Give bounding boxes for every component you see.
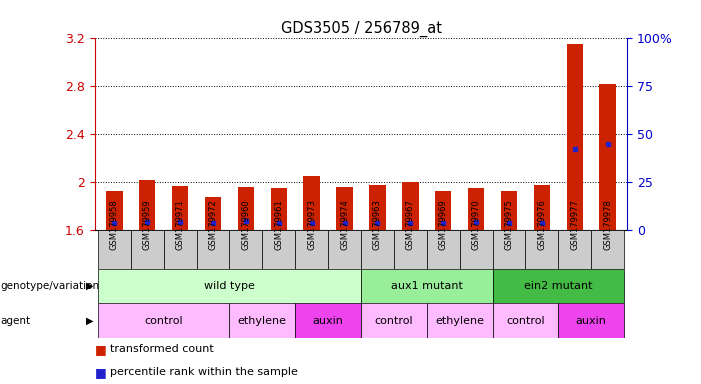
Bar (139, 180, 156, 230)
Bar (493, 230, 526, 269)
Text: GSM179977: GSM179977 (571, 199, 579, 250)
Text: agent: agent (1, 316, 31, 326)
Bar (427, 303, 493, 338)
Bar (271, 189, 287, 230)
Text: GSM179974: GSM179974 (340, 199, 349, 250)
Text: aux1 mutant: aux1 mutant (391, 281, 463, 291)
Bar (394, 230, 427, 269)
Bar (501, 191, 517, 230)
Bar (427, 230, 460, 269)
Bar (304, 176, 320, 230)
Bar (98, 269, 361, 303)
Bar (369, 185, 386, 230)
Bar (526, 230, 558, 269)
Bar (435, 191, 451, 230)
Bar (98, 303, 229, 338)
Text: control: control (374, 316, 413, 326)
Text: auxin: auxin (576, 316, 606, 326)
Text: transformed count: transformed count (110, 344, 214, 354)
Text: ethylene: ethylene (435, 316, 484, 326)
Text: GSM179973: GSM179973 (307, 199, 316, 250)
Text: ■: ■ (95, 366, 107, 379)
Bar (558, 230, 591, 269)
Text: GSM179963: GSM179963 (373, 199, 382, 250)
Bar (295, 230, 328, 269)
Bar (361, 230, 394, 269)
Bar (558, 303, 624, 338)
Text: GSM179971: GSM179971 (176, 199, 184, 250)
Bar (172, 186, 189, 230)
Text: ethylene: ethylene (238, 316, 287, 326)
Text: ein2 mutant: ein2 mutant (524, 281, 592, 291)
Text: control: control (506, 316, 545, 326)
Text: genotype/variation: genotype/variation (1, 281, 100, 291)
Text: GSM179958: GSM179958 (110, 199, 119, 250)
Text: ■: ■ (95, 343, 107, 356)
Bar (229, 230, 262, 269)
Bar (131, 230, 164, 269)
Text: percentile rank within the sample: percentile rank within the sample (110, 367, 298, 377)
Bar (336, 187, 353, 230)
Bar (164, 230, 196, 269)
Text: auxin: auxin (313, 316, 343, 326)
Bar (328, 230, 361, 269)
Text: GSM179967: GSM179967 (406, 199, 415, 250)
Bar (493, 303, 558, 338)
Bar (460, 230, 493, 269)
Bar (533, 185, 550, 230)
Bar (238, 187, 254, 230)
Text: GSM179978: GSM179978 (603, 199, 612, 250)
Bar (98, 230, 131, 269)
Text: control: control (144, 316, 183, 326)
Bar (229, 303, 295, 338)
Bar (591, 230, 624, 269)
Text: GSM179969: GSM179969 (439, 199, 448, 250)
Text: GSM179972: GSM179972 (208, 199, 217, 250)
Bar (205, 197, 222, 230)
Bar (493, 269, 624, 303)
Text: GSM179959: GSM179959 (143, 199, 151, 250)
Bar (468, 189, 484, 230)
Text: GSM179975: GSM179975 (505, 199, 514, 250)
Bar (106, 191, 123, 230)
Bar (295, 303, 361, 338)
Bar (361, 303, 427, 338)
Bar (599, 84, 616, 230)
Text: GSM179970: GSM179970 (472, 199, 481, 250)
Text: GSM179976: GSM179976 (538, 199, 546, 250)
Bar (262, 230, 295, 269)
Text: wild type: wild type (204, 281, 255, 291)
Bar (566, 45, 583, 230)
Text: ▶: ▶ (86, 316, 94, 326)
Bar (196, 230, 229, 269)
Title: GDS3505 / 256789_at: GDS3505 / 256789_at (280, 21, 442, 37)
Bar (402, 182, 418, 230)
Text: ▶: ▶ (86, 281, 94, 291)
Text: GSM179961: GSM179961 (274, 199, 283, 250)
Bar (361, 269, 493, 303)
Text: GSM179960: GSM179960 (241, 199, 250, 250)
